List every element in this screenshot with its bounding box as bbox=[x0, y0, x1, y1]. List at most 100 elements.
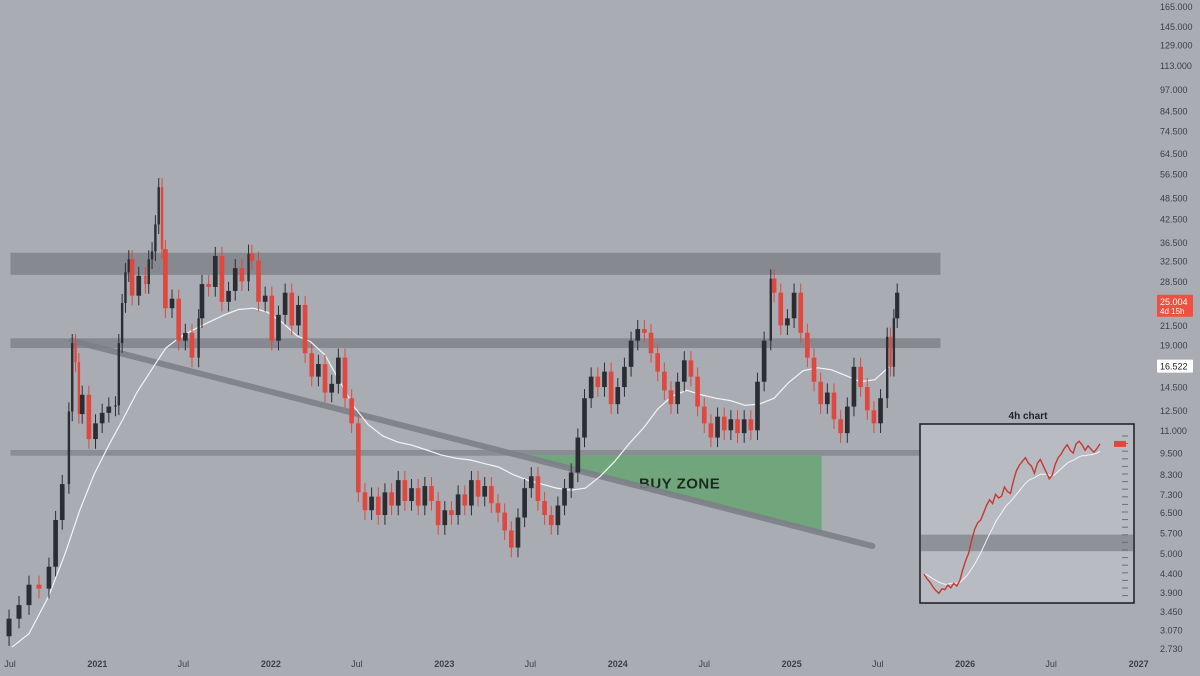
candle bbox=[668, 381, 674, 414]
mid-resistance-band bbox=[10, 338, 941, 349]
candle-body bbox=[622, 366, 627, 388]
candle-body bbox=[435, 501, 441, 526]
candle bbox=[409, 479, 414, 511]
candle-body bbox=[688, 360, 694, 377]
candle-body bbox=[129, 259, 135, 296]
candle bbox=[375, 487, 381, 525]
candle bbox=[206, 274, 211, 297]
candle bbox=[59, 474, 65, 530]
candle bbox=[858, 357, 863, 397]
candle-body bbox=[568, 472, 574, 489]
candle bbox=[389, 483, 394, 516]
candle-body bbox=[769, 278, 772, 341]
moving-average-layer bbox=[11, 307, 890, 648]
candle-body bbox=[608, 371, 614, 405]
x-tick-label: Jul bbox=[698, 659, 710, 669]
candle-body bbox=[67, 411, 71, 485]
candle bbox=[728, 410, 734, 440]
candle bbox=[568, 463, 574, 498]
candle-body bbox=[249, 253, 255, 261]
candle-body bbox=[588, 376, 594, 399]
candle bbox=[239, 259, 245, 291]
candle-body bbox=[582, 398, 587, 438]
candle bbox=[508, 521, 514, 558]
candle-body bbox=[329, 383, 335, 393]
candle-body bbox=[741, 419, 747, 434]
candle-body bbox=[127, 259, 130, 273]
candle-body bbox=[36, 584, 42, 589]
candle-body bbox=[71, 343, 74, 412]
candle-body bbox=[778, 292, 784, 326]
candle bbox=[595, 367, 601, 397]
candle bbox=[771, 269, 777, 303]
candle-body bbox=[681, 360, 687, 382]
candle-body bbox=[59, 484, 65, 521]
price-axis: 165.000 145.000 129.000 113.000 97.000 84.500… bbox=[1160, 2, 1193, 654]
candle bbox=[16, 595, 22, 629]
candle bbox=[628, 331, 634, 377]
candle-body bbox=[16, 605, 22, 619]
candle-body bbox=[296, 304, 301, 326]
candle-body bbox=[878, 398, 883, 424]
candle bbox=[74, 333, 77, 372]
x-tick-label: 2022 bbox=[261, 659, 281, 669]
x-tick-label: Jul bbox=[351, 659, 363, 669]
candle bbox=[415, 479, 421, 516]
y-tick-label: 64.500 bbox=[1160, 149, 1188, 159]
candle-body bbox=[528, 476, 534, 489]
y-tick-label: 3.900 bbox=[1160, 588, 1183, 598]
candle bbox=[608, 362, 614, 414]
candle bbox=[562, 479, 567, 516]
candle-body bbox=[355, 423, 361, 493]
candle bbox=[662, 362, 667, 401]
candle bbox=[136, 266, 142, 306]
candle bbox=[316, 354, 321, 387]
y-tick-label: 21.500 bbox=[1160, 321, 1188, 331]
candle-body bbox=[871, 410, 877, 424]
current-price-text: 25.004 bbox=[1160, 297, 1188, 307]
candle-body bbox=[86, 394, 92, 440]
candle-body bbox=[535, 476, 541, 502]
candle bbox=[249, 244, 255, 271]
candle-body bbox=[542, 501, 547, 516]
candle bbox=[588, 367, 594, 408]
candle-body bbox=[864, 387, 870, 411]
candle bbox=[163, 240, 168, 318]
trendline-layer bbox=[68, 337, 876, 550]
candle bbox=[469, 470, 474, 516]
candle-body bbox=[895, 292, 900, 319]
candle bbox=[575, 428, 581, 483]
candle bbox=[322, 354, 328, 403]
candle-body bbox=[831, 392, 837, 420]
candle bbox=[761, 331, 767, 392]
candle-body bbox=[197, 318, 200, 358]
candle bbox=[871, 401, 877, 434]
candle bbox=[309, 344, 315, 387]
candle-body bbox=[522, 488, 527, 518]
candle bbox=[895, 283, 900, 328]
candle bbox=[449, 501, 454, 525]
candle-body bbox=[886, 336, 889, 399]
y-tick-label: 5.000 bbox=[1160, 549, 1183, 559]
candle bbox=[117, 333, 121, 416]
candle bbox=[548, 505, 554, 535]
y-tick-label: 3.450 bbox=[1160, 607, 1183, 617]
candle-body bbox=[74, 343, 77, 363]
candle bbox=[79, 385, 85, 424]
candle-body bbox=[46, 566, 52, 589]
candle-body bbox=[838, 419, 843, 434]
y-tick-label: 74.500 bbox=[1160, 126, 1188, 136]
candle-body bbox=[77, 362, 81, 415]
candle-body bbox=[602, 371, 607, 388]
candle-body bbox=[382, 492, 388, 516]
candle-body bbox=[256, 260, 261, 302]
candle bbox=[489, 476, 494, 513]
candle-body bbox=[668, 390, 674, 405]
candle-body bbox=[442, 510, 448, 526]
candle-body bbox=[262, 295, 268, 302]
candle bbox=[6, 609, 12, 646]
candle-body bbox=[482, 486, 488, 497]
candle-body bbox=[415, 488, 421, 506]
inset-frame bbox=[919, 423, 1135, 604]
